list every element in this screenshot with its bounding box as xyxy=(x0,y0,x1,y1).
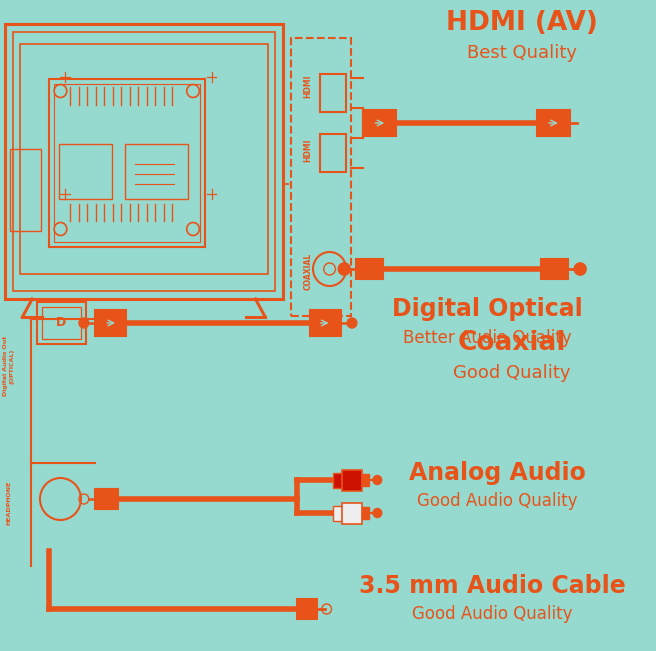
Bar xyxy=(37,302,86,344)
Text: COAXIAL: COAXIAL xyxy=(304,253,313,290)
Text: Good Audio Quality: Good Audio Quality xyxy=(412,605,573,623)
Bar xyxy=(363,110,396,136)
Text: Analog Audio: Analog Audio xyxy=(409,461,586,485)
Bar xyxy=(297,599,317,619)
Bar xyxy=(12,32,275,291)
Text: D: D xyxy=(56,316,66,329)
Bar xyxy=(342,503,361,523)
Text: Coaxial: Coaxial xyxy=(458,330,566,356)
Circle shape xyxy=(373,508,382,518)
Bar xyxy=(49,79,205,247)
Text: Better Audio Quality: Better Audio Quality xyxy=(403,329,572,347)
Text: Good Audio Quality: Good Audio Quality xyxy=(417,492,577,510)
Bar xyxy=(54,84,200,242)
Circle shape xyxy=(574,263,586,275)
Bar xyxy=(361,507,369,519)
Bar xyxy=(10,149,41,231)
Bar xyxy=(42,307,81,339)
Bar xyxy=(333,473,342,488)
Bar xyxy=(291,38,351,316)
Text: Best Quality: Best Quality xyxy=(466,44,577,62)
Text: HDMI: HDMI xyxy=(304,74,313,98)
Text: Digital Optical: Digital Optical xyxy=(392,297,583,321)
Bar xyxy=(310,310,341,336)
Bar xyxy=(94,489,118,509)
Bar xyxy=(537,110,571,136)
Circle shape xyxy=(79,318,89,328)
Circle shape xyxy=(338,263,350,275)
Bar xyxy=(20,44,268,274)
Bar xyxy=(356,259,383,279)
Bar xyxy=(320,74,346,112)
Text: HDMI (AV): HDMI (AV) xyxy=(445,10,598,36)
Bar xyxy=(333,505,342,521)
Bar xyxy=(361,474,369,486)
Bar xyxy=(5,24,283,299)
Bar xyxy=(58,144,112,199)
Bar xyxy=(125,144,188,199)
Circle shape xyxy=(373,475,382,484)
Text: HDMI: HDMI xyxy=(304,138,313,161)
Text: Digital Audio Out
(OPTICAL): Digital Audio Out (OPTICAL) xyxy=(3,336,14,396)
Bar xyxy=(94,310,126,336)
Text: Good Quality: Good Quality xyxy=(453,364,571,382)
Circle shape xyxy=(347,318,357,328)
Bar xyxy=(342,469,361,490)
Text: 3.5 mm Audio Cable: 3.5 mm Audio Cable xyxy=(359,574,626,598)
Text: HEADPHONE: HEADPHONE xyxy=(7,481,11,525)
Bar xyxy=(541,259,569,279)
Bar xyxy=(320,134,346,172)
